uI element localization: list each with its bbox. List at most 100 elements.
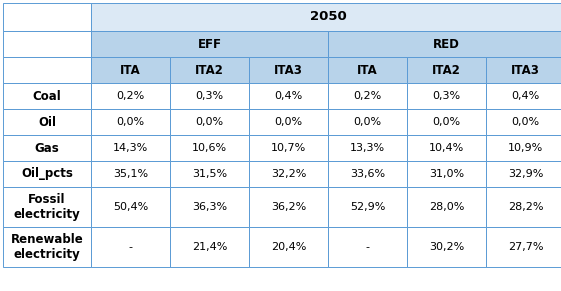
Bar: [91, 31, 328, 57]
Text: 14,3%: 14,3%: [113, 143, 148, 153]
Text: 0,0%: 0,0%: [274, 117, 302, 127]
Bar: [170, 227, 249, 267]
Bar: [91, 83, 170, 109]
Text: Fossil
electricity: Fossil electricity: [13, 193, 80, 221]
Bar: [328, 83, 407, 109]
Bar: [328, 57, 407, 83]
Text: 31,0%: 31,0%: [429, 169, 464, 179]
Text: 10,9%: 10,9%: [508, 143, 543, 153]
Bar: [3, 83, 91, 109]
Bar: [170, 109, 249, 135]
Text: 32,9%: 32,9%: [508, 169, 543, 179]
Bar: [328, 109, 407, 135]
Bar: [328, 187, 407, 227]
Text: RED: RED: [433, 38, 460, 51]
Bar: [249, 135, 328, 161]
Bar: [3, 31, 91, 57]
Bar: [3, 57, 91, 83]
Text: 36,3%: 36,3%: [192, 202, 227, 212]
Text: ITA3: ITA3: [511, 63, 540, 77]
Text: 0,3%: 0,3%: [433, 91, 461, 101]
Bar: [249, 161, 328, 187]
Text: 0,0%: 0,0%: [117, 117, 145, 127]
Text: ITA2: ITA2: [195, 63, 224, 77]
Text: 0,0%: 0,0%: [433, 117, 461, 127]
Text: 50,4%: 50,4%: [113, 202, 148, 212]
Text: 52,9%: 52,9%: [350, 202, 385, 212]
Text: Oil_pcts: Oil_pcts: [21, 168, 73, 180]
Text: 10,4%: 10,4%: [429, 143, 464, 153]
Bar: [486, 227, 561, 267]
Text: 28,2%: 28,2%: [508, 202, 543, 212]
Bar: [328, 135, 407, 161]
Text: 0,2%: 0,2%: [116, 91, 145, 101]
Text: ITA: ITA: [120, 63, 141, 77]
Bar: [486, 57, 561, 83]
Bar: [170, 57, 249, 83]
Bar: [249, 187, 328, 227]
Text: 0,0%: 0,0%: [512, 117, 540, 127]
Text: 21,4%: 21,4%: [192, 242, 227, 252]
Text: ITA2: ITA2: [432, 63, 461, 77]
Text: 13,3%: 13,3%: [350, 143, 385, 153]
Text: ITA3: ITA3: [274, 63, 303, 77]
Bar: [486, 187, 561, 227]
Text: 35,1%: 35,1%: [113, 169, 148, 179]
Text: Gas: Gas: [35, 141, 59, 155]
Text: 36,2%: 36,2%: [271, 202, 306, 212]
Text: Renewable
electricity: Renewable electricity: [11, 233, 84, 261]
Bar: [486, 161, 561, 187]
Text: 0,0%: 0,0%: [353, 117, 381, 127]
Bar: [91, 135, 170, 161]
Bar: [170, 187, 249, 227]
Bar: [91, 57, 170, 83]
Bar: [3, 3, 91, 31]
Bar: [407, 135, 486, 161]
Text: Coal: Coal: [33, 90, 61, 102]
Bar: [486, 109, 561, 135]
Bar: [486, 83, 561, 109]
Bar: [486, 135, 561, 161]
Text: 10,6%: 10,6%: [192, 143, 227, 153]
Bar: [3, 109, 91, 135]
Bar: [407, 83, 486, 109]
Bar: [407, 227, 486, 267]
Text: 0,2%: 0,2%: [353, 91, 381, 101]
Bar: [3, 161, 91, 187]
Text: 0,0%: 0,0%: [195, 117, 224, 127]
Text: 0,3%: 0,3%: [195, 91, 224, 101]
Text: EFF: EFF: [197, 38, 222, 51]
Text: 0,4%: 0,4%: [512, 91, 540, 101]
Bar: [407, 187, 486, 227]
Bar: [249, 109, 328, 135]
Bar: [91, 161, 170, 187]
Text: 10,7%: 10,7%: [271, 143, 306, 153]
Bar: [249, 83, 328, 109]
Bar: [91, 227, 170, 267]
Bar: [407, 161, 486, 187]
Bar: [407, 57, 486, 83]
Text: ITA: ITA: [357, 63, 378, 77]
Bar: [3, 135, 91, 161]
Bar: [170, 83, 249, 109]
Text: 0,4%: 0,4%: [274, 91, 302, 101]
Text: 32,2%: 32,2%: [271, 169, 306, 179]
Text: Oil: Oil: [38, 116, 56, 129]
Bar: [249, 57, 328, 83]
Bar: [3, 187, 91, 227]
Bar: [328, 161, 407, 187]
Bar: [170, 135, 249, 161]
Bar: [170, 161, 249, 187]
Bar: [91, 109, 170, 135]
Bar: [407, 109, 486, 135]
Bar: [91, 187, 170, 227]
Bar: [3, 227, 91, 267]
Bar: [91, 3, 561, 31]
Bar: [328, 31, 561, 57]
Text: 2050: 2050: [310, 10, 346, 24]
Text: -: -: [128, 242, 132, 252]
Text: 30,2%: 30,2%: [429, 242, 464, 252]
Text: 28,0%: 28,0%: [429, 202, 464, 212]
Bar: [328, 227, 407, 267]
Text: 31,5%: 31,5%: [192, 169, 227, 179]
